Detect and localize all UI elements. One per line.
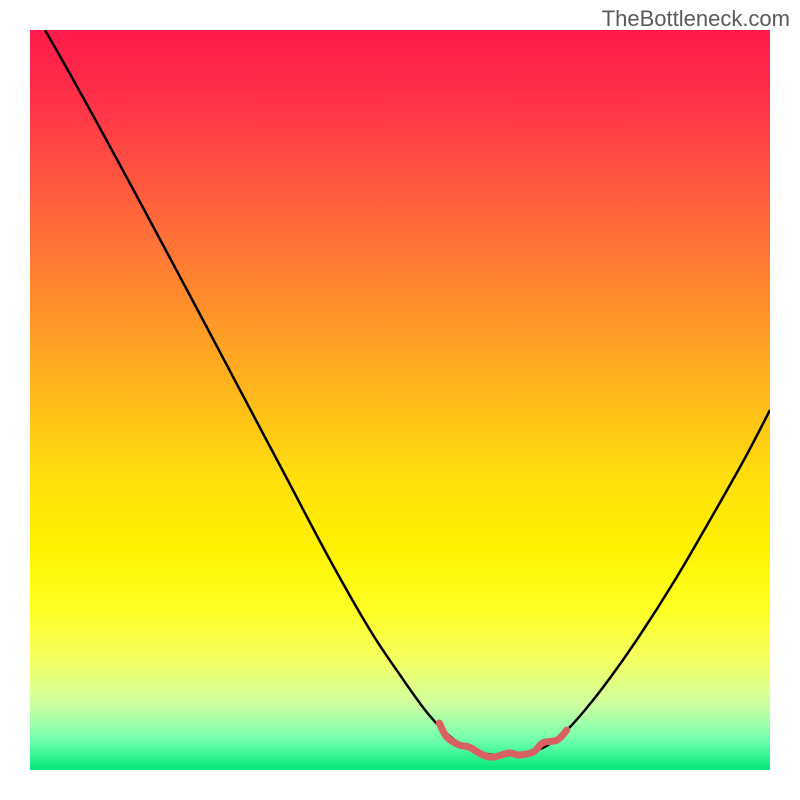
watermark-text: TheBottleneck.com (602, 6, 790, 32)
bottleneck-chart (30, 30, 770, 770)
chart-background (30, 30, 770, 770)
chart-frame (30, 30, 770, 770)
